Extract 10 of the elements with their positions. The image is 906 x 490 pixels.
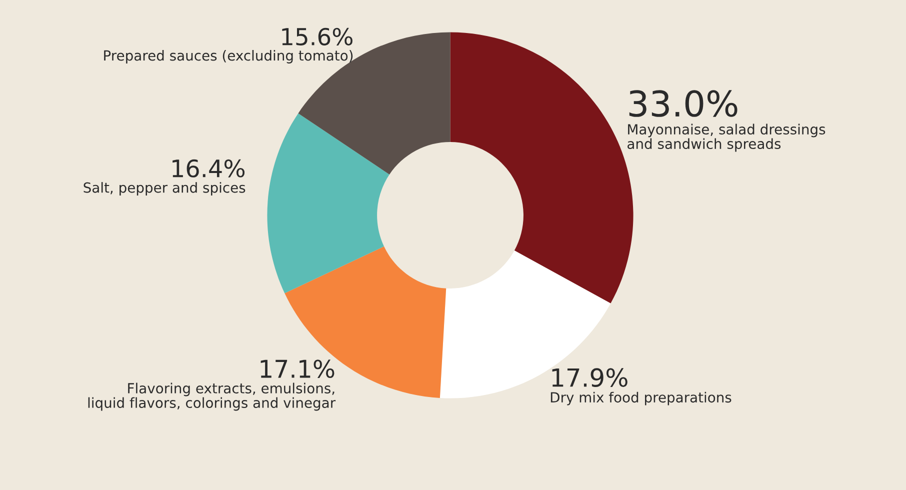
slice-label: Flavoring extracts, emulsions, liquid flavors, colorings and vinegar <box>88 382 336 411</box>
slice-label: Mayonnaise, salad dressings and sandwich spreads <box>628 124 826 152</box>
slice-label: Salt, pepper and spices <box>84 182 246 196</box>
data-label: 33.0% <box>629 90 738 117</box>
slice-label: Prepared sauces (excluding tomato) <box>104 50 353 64</box>
data-label: 17.1% <box>260 360 334 378</box>
slice-label: Dry mix food preparations <box>550 392 732 406</box>
data-label: 15.6% <box>282 28 352 46</box>
data-label: 16.4% <box>172 159 245 178</box>
data-label: 17.9% <box>552 368 628 388</box>
